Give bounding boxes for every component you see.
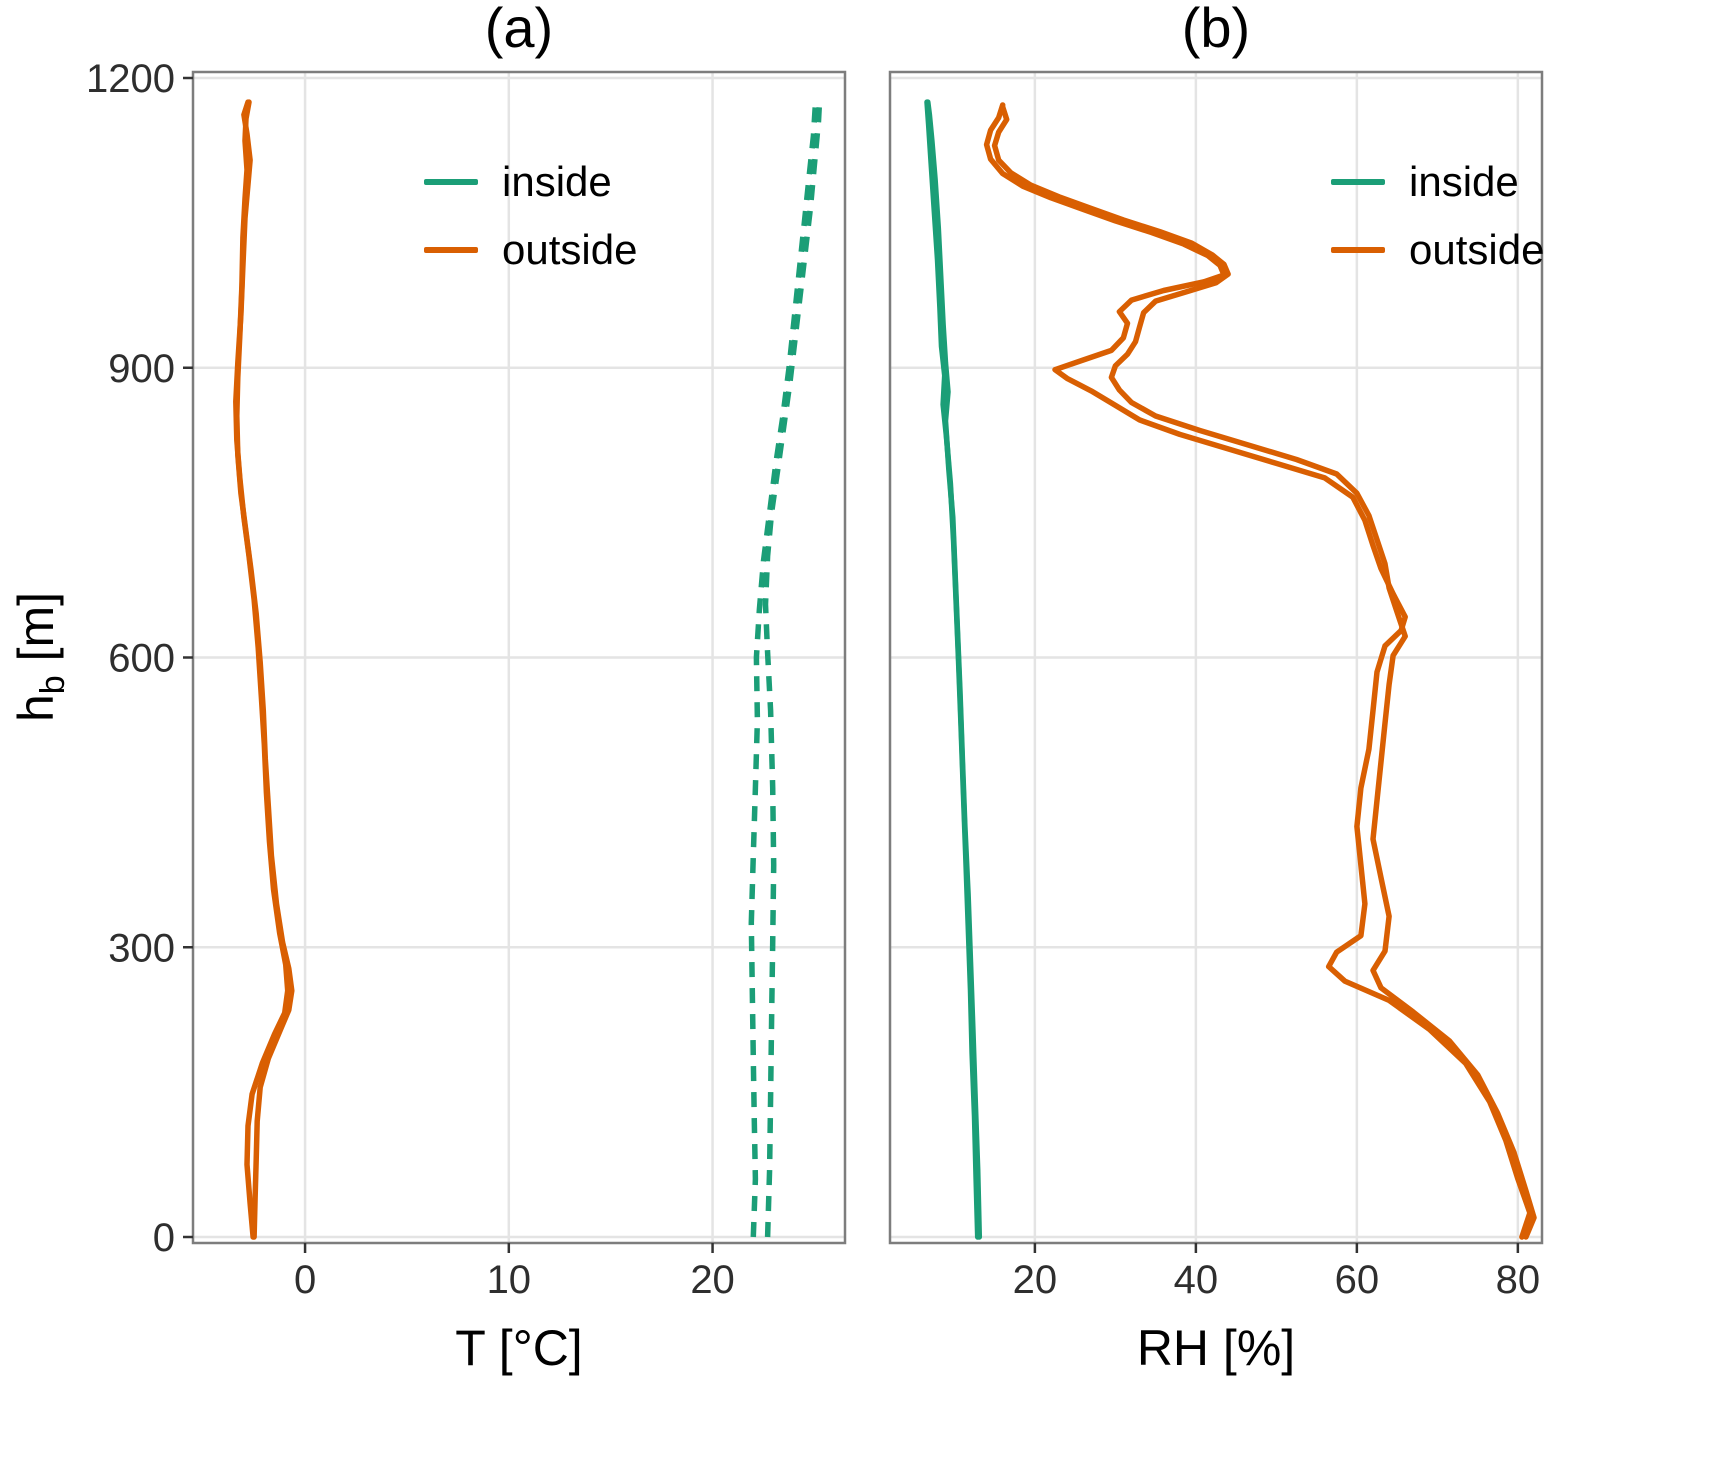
legend-label-outside: outside: [1409, 226, 1545, 273]
y-tick-label: 300: [108, 926, 175, 970]
legend-item-outside: outside: [424, 216, 637, 284]
legend-panel-a: inside outside: [424, 148, 637, 284]
panel-a-title: (a): [484, 0, 554, 59]
y-tick-label: 1200: [86, 57, 175, 101]
series-line-inside-descent: [925, 99, 983, 1240]
y-tick-label: 600: [108, 637, 175, 681]
y-axis-label: hb [m]: [7, 592, 73, 722]
x-tick-label: 80: [1496, 1258, 1541, 1302]
y-axis-label-unit: [m]: [8, 591, 64, 676]
series-line-outside-descent: [233, 99, 291, 1240]
series-line-outside-descent: [991, 104, 1537, 1240]
series-line-outside-ascent: [983, 102, 1533, 1240]
legend-label-inside: inside: [1409, 158, 1519, 205]
legend-panel-b: inside outside: [1331, 148, 1544, 284]
x-tick-label: 20: [1013, 1258, 1058, 1302]
legend-item-inside: inside: [424, 148, 637, 216]
panel-b-title: (b): [1181, 0, 1251, 59]
legend-key-inside: [424, 179, 478, 185]
y-axis-label-sub: b: [34, 675, 72, 695]
x-tick-label: 40: [1174, 1258, 1219, 1302]
y-tick-label: 0: [153, 1216, 175, 1260]
y-axis-label-base: h: [8, 694, 64, 723]
panel-b-x-axis-label: RH [%]: [1136, 1320, 1296, 1376]
series-line-inside-descent: [762, 101, 823, 1238]
legend-item-outside: outside: [1331, 216, 1544, 284]
series-line-inside-ascent: [748, 101, 819, 1238]
legend-key-outside: [1331, 247, 1385, 253]
x-tick-label: 20: [690, 1258, 735, 1302]
legend-key-outside: [424, 247, 478, 253]
x-tick-label: 0: [294, 1258, 316, 1302]
legend-label-inside: inside: [502, 158, 612, 205]
panel-a-x-axis-label: T [°C]: [455, 1320, 583, 1376]
x-tick-label: 60: [1335, 1258, 1380, 1302]
panel-b-border: [888, 70, 1544, 1245]
x-tick-label: 10: [487, 1258, 532, 1302]
y-tick-label: 900: [108, 347, 175, 391]
legend-item-inside: inside: [1331, 148, 1544, 216]
legend-key-inside: [1331, 179, 1385, 185]
legend-label-outside: outside: [502, 226, 638, 273]
